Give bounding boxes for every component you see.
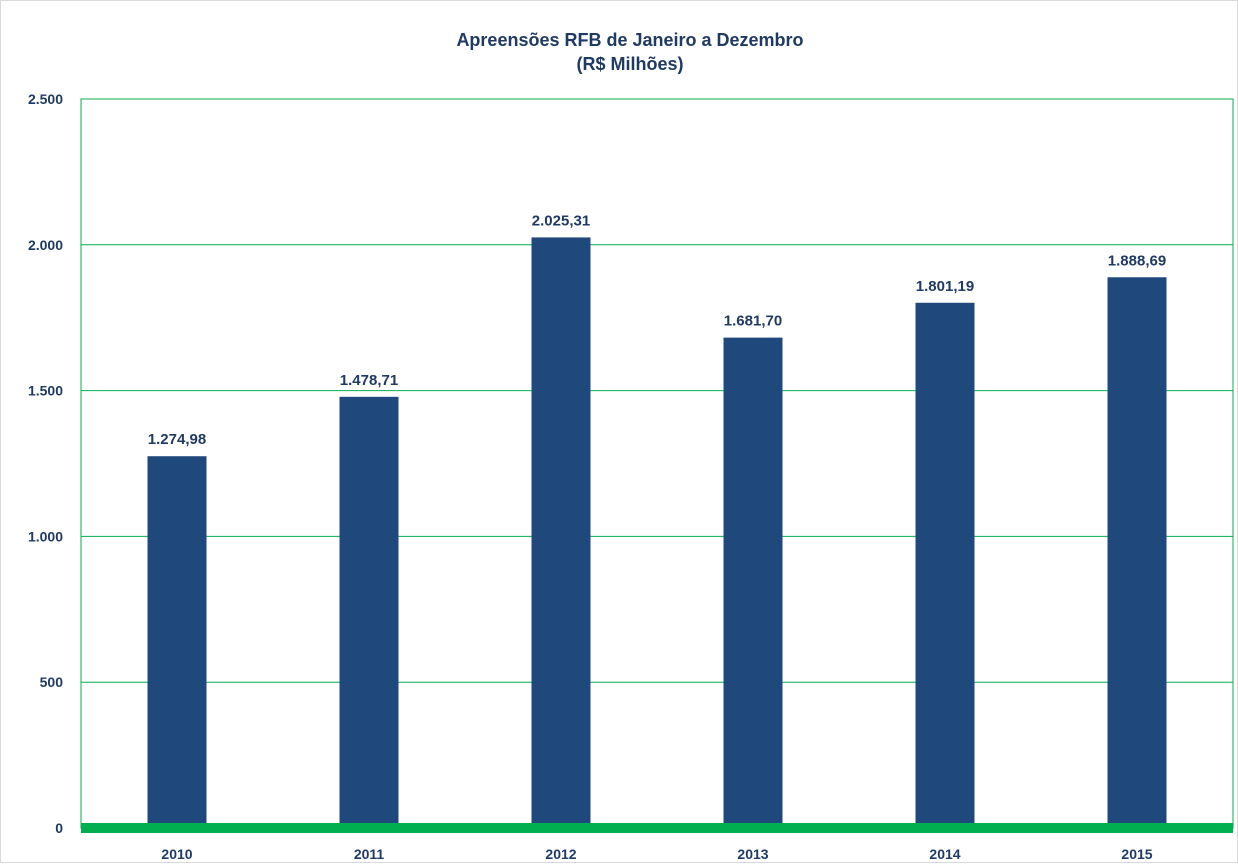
x-tick-label: 2015	[1121, 846, 1152, 862]
bar	[1107, 277, 1167, 828]
bar-value-label: 1.801,19	[916, 278, 974, 295]
x-tick-label: 2012	[545, 846, 576, 862]
plot-area-border	[80, 98, 1234, 829]
gridlines	[80, 98, 1234, 829]
data-labels: 1.274,98 1.478,71 2.025,31 1.681,70 1.801,19…	[148, 212, 1166, 448]
bar	[915, 302, 975, 828]
bar	[339, 396, 399, 828]
bar-value-label: 1.478,71	[340, 372, 398, 389]
y-tick-label: 500	[40, 674, 64, 690]
bar-value-label: 2.025,31	[532, 212, 590, 229]
bar	[723, 337, 783, 828]
x-tick-label: 2010	[161, 846, 192, 862]
y-tick-label: 1.000	[28, 528, 63, 544]
bar-value-label: 1.681,70	[724, 313, 782, 330]
y-tick-label: 1.500	[28, 383, 63, 399]
y-axis-ticks: 0 500 1.000 1.500 2.000 2.500	[28, 91, 63, 836]
chart-title: Apreensões RFB de Janeiro a Dezembro	[456, 30, 803, 50]
bar	[531, 237, 591, 828]
bars	[147, 237, 1167, 828]
bar-value-label: 1.274,98	[148, 431, 206, 448]
x-axis-baseline	[81, 823, 1233, 833]
x-axis-ticks: 2010 2011 2012 2013 2014 2015	[81, 823, 1233, 862]
bar-value-label: 1.888,69	[1108, 252, 1166, 269]
y-tick-label: 2.000	[28, 237, 63, 253]
bar	[147, 456, 207, 828]
x-tick-label: 2014	[929, 846, 960, 862]
y-tick-label: 2.500	[28, 91, 63, 107]
x-tick-label: 2013	[737, 846, 768, 862]
chart-subtitle: (R$ Milhões)	[576, 54, 683, 74]
x-tick-label: 2011	[354, 846, 385, 862]
y-tick-label: 0	[55, 820, 63, 836]
